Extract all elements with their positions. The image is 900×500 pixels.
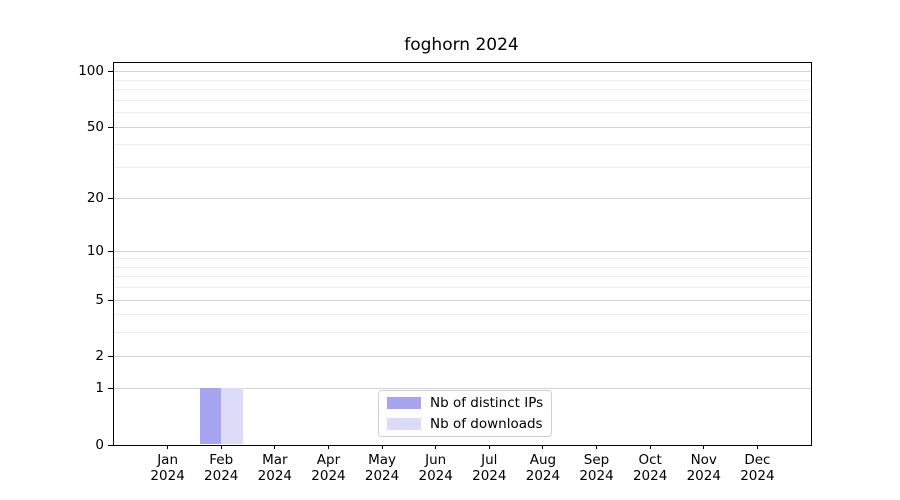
y-tick-label: 50 bbox=[86, 118, 104, 135]
x-tick-label-line: 2024 bbox=[632, 467, 668, 484]
y-tick-mark bbox=[108, 299, 113, 301]
x-tick-label: Nov 2024 bbox=[671, 452, 737, 484]
gridline-minor bbox=[114, 166, 811, 168]
y-tick-mark bbox=[108, 250, 113, 252]
x-tick-mark bbox=[220, 444, 222, 449]
y-tick-mark bbox=[108, 71, 113, 73]
bar-distinct-ips bbox=[199, 388, 222, 445]
x-tick-label: Jun 2024 bbox=[403, 452, 469, 484]
y-tick-label: 100 bbox=[78, 63, 104, 80]
x-tick-mark bbox=[488, 444, 490, 449]
legend-swatch-downloads bbox=[387, 418, 421, 430]
y-tick-mark bbox=[108, 198, 113, 200]
x-tick-mark bbox=[542, 444, 544, 449]
gridline-minor bbox=[114, 266, 811, 268]
gridline-minor bbox=[114, 258, 811, 260]
y-tick-mark bbox=[108, 126, 113, 128]
gridline-minor bbox=[114, 332, 811, 334]
x-tick-label-line: 2024 bbox=[525, 467, 561, 484]
y-tick-label: 5 bbox=[95, 291, 104, 308]
x-tick-label: Jul 2024 bbox=[456, 452, 522, 484]
x-tick-label: Dec 2024 bbox=[724, 452, 790, 484]
x-tick-mark bbox=[327, 444, 329, 449]
gridline-major bbox=[114, 71, 811, 73]
gridline-minor bbox=[114, 99, 811, 101]
x-tick-label: Sep 2024 bbox=[564, 452, 630, 484]
x-tick-label-line: Aug bbox=[529, 451, 557, 468]
gridline-major bbox=[114, 198, 811, 200]
y-tick-label: 1 bbox=[95, 380, 104, 397]
x-tick-mark bbox=[649, 444, 651, 449]
gridline-minor bbox=[114, 112, 811, 114]
legend: Nb of distinct IPs Nb of downloads bbox=[378, 390, 552, 437]
x-tick-label-line: Feb bbox=[209, 451, 234, 468]
x-tick-mark bbox=[596, 444, 598, 449]
gridline-major bbox=[114, 250, 811, 252]
y-tick-mark bbox=[108, 388, 113, 390]
x-tick-label-line: May bbox=[368, 451, 397, 468]
x-tick-mark bbox=[167, 444, 169, 449]
x-tick-label: Feb 2024 bbox=[188, 452, 254, 484]
legend-swatch-distinct-ips bbox=[387, 397, 421, 409]
x-tick-mark bbox=[381, 444, 383, 449]
gridline-major bbox=[114, 299, 811, 301]
y-tick-label: 2 bbox=[95, 347, 104, 364]
gridline-major bbox=[114, 388, 811, 390]
gridline-minor bbox=[114, 79, 811, 81]
legend-item-distinct-ips: Nb of distinct IPs bbox=[387, 395, 543, 411]
gridline-minor bbox=[114, 276, 811, 278]
plot-area: 0 1 2 5 10 20 50 100 Jan 2024 Feb 2024 Mar 2024 Apr 202… bbox=[78, 62, 812, 484]
x-tick-label-line: 2024 bbox=[418, 467, 453, 484]
x-tick-label-line: Jun bbox=[425, 451, 447, 468]
x-tick-label-line: Sep bbox=[583, 451, 610, 468]
x-tick-label-line: Apr bbox=[316, 451, 341, 468]
gridline-major bbox=[114, 126, 811, 128]
x-tick-label-line: 2024 bbox=[740, 467, 775, 484]
x-tick-mark bbox=[435, 444, 437, 449]
legend-item-downloads: Nb of downloads bbox=[387, 416, 543, 432]
gridline-minor bbox=[114, 287, 811, 289]
x-tick-label-line: Oct bbox=[638, 451, 662, 468]
x-tick-label-line: Dec bbox=[744, 451, 771, 468]
x-tick-label-line: Nov bbox=[690, 451, 717, 468]
gridline-minor bbox=[114, 314, 811, 316]
legend-label-downloads: Nb of downloads bbox=[430, 416, 543, 432]
x-tick-label-line: 2024 bbox=[311, 467, 346, 484]
gridline-minor bbox=[114, 89, 811, 91]
x-tick-label-line: Mar bbox=[262, 451, 288, 468]
x-tick-mark bbox=[274, 444, 276, 449]
legend-label-distinct-ips: Nb of distinct IPs bbox=[430, 395, 544, 411]
y-tick-mark bbox=[108, 355, 113, 357]
x-tick-label-line: 2024 bbox=[204, 467, 239, 484]
bar-downloads bbox=[221, 388, 243, 445]
x-tick-mark bbox=[756, 444, 758, 449]
x-tick-label: Mar 2024 bbox=[242, 452, 308, 484]
x-tick-label-line: 2024 bbox=[364, 467, 400, 484]
gridline-minor bbox=[114, 144, 811, 146]
x-tick-label: Oct 2024 bbox=[617, 452, 683, 484]
x-tick-mark bbox=[703, 444, 705, 449]
x-tick-label: Aug 2024 bbox=[510, 452, 576, 484]
x-tick-label-line: Jul bbox=[481, 451, 498, 468]
chart-title: foghorn 2024 bbox=[404, 35, 519, 55]
x-tick-label-line: 2024 bbox=[686, 467, 721, 484]
y-tick-mark bbox=[108, 444, 113, 446]
x-tick-label: May 2024 bbox=[349, 452, 415, 484]
x-tick-label-line: 2024 bbox=[472, 467, 507, 484]
x-tick-label-line: 2024 bbox=[257, 467, 293, 484]
y-tick-label: 10 bbox=[86, 242, 104, 259]
x-tick-label: Jan 2024 bbox=[135, 452, 201, 484]
y-tick-label: 0 bbox=[95, 436, 104, 453]
y-tick-label: 20 bbox=[86, 190, 104, 207]
x-tick-label: Apr 2024 bbox=[295, 452, 361, 484]
gridline-major bbox=[114, 355, 811, 357]
x-tick-label-line: Jan bbox=[157, 451, 179, 468]
x-tick-label-line: 2024 bbox=[150, 467, 185, 484]
x-tick-label-line: 2024 bbox=[579, 467, 614, 484]
